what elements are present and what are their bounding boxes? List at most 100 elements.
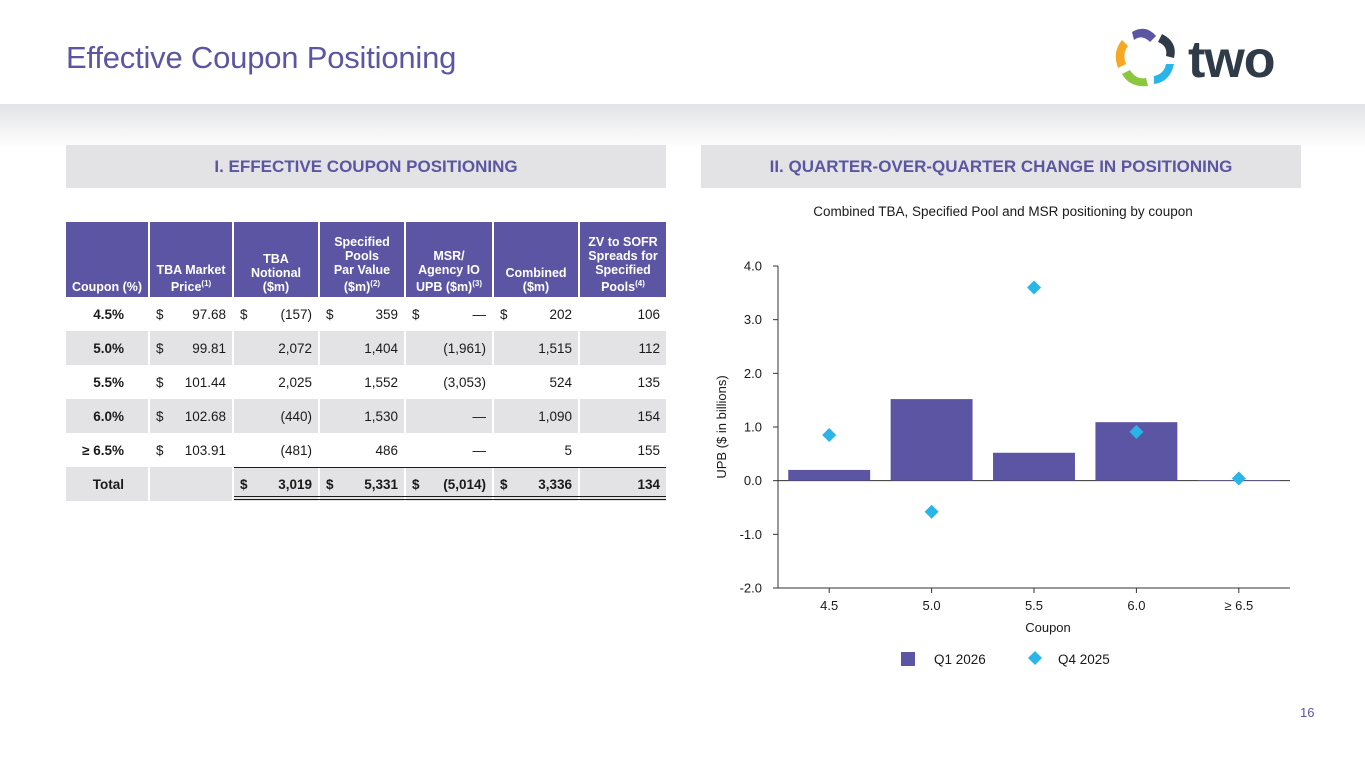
tba-cell: (481) <box>280 442 312 458</box>
combined-cell: 1,090 <box>538 408 572 424</box>
marker-q4-2025 <box>822 428 837 443</box>
y-tick-label: -2.0 <box>740 581 762 596</box>
combined-cell: 5 <box>564 442 572 458</box>
footnote-marker: (3) <box>472 278 483 288</box>
table-header: Coupon (%) TBA Market Price(1) TBA Notional(… <box>66 222 666 297</box>
tba-price-cell: 97.68 <box>192 306 226 322</box>
page-title: Effective Coupon Positioning <box>66 40 457 75</box>
bar-q1-2026 <box>890 399 973 481</box>
table-row: ≥ 6.5% $103.91 (481) 486 — 5 155 <box>66 433 666 467</box>
currency-symbol: $ <box>412 476 420 492</box>
company-logo: two <box>1112 26 1294 92</box>
spec-cell: 5,331 <box>364 476 398 492</box>
coupon-cell: 6.0% <box>93 408 124 424</box>
currency-symbol: $ <box>240 476 248 492</box>
column-header: Specified Pools Par Value ($m)(2) <box>320 222 404 297</box>
tba-price-cell: 102.68 <box>184 408 226 424</box>
zv-spread-cell: 135 <box>637 374 660 390</box>
tba-cell: (157) <box>280 306 312 322</box>
column-header: TBA Market Price(1) <box>150 222 232 297</box>
currency-symbol: $ <box>240 306 248 322</box>
tba-cell: 3,019 <box>278 476 312 492</box>
table-body: 4.5% $97.68 $ (157) $359 $ — $202 106 5.0% $99.81 2… <box>66 297 666 501</box>
total-rule <box>234 499 666 500</box>
column-header: Coupon (%) <box>66 222 148 297</box>
msr-cell: — <box>472 442 487 458</box>
tba-cell: 2,072 <box>278 340 312 356</box>
column-header: Combined ($m) <box>494 222 578 297</box>
section-heading-effective-coupon: I. EFFECTIVE COUPON POSITIONING <box>66 145 666 188</box>
zv-spread-cell: 134 <box>637 476 660 492</box>
y-axis-title: UPB ($ in billions) <box>714 375 729 478</box>
x-tick-label: 5.0 <box>923 598 941 613</box>
msr-cell: — <box>472 306 487 322</box>
table-row: 5.5% $101.44 2,025 1,552 (3,053) 524 135 <box>66 365 666 399</box>
logo-wordmark: two <box>1188 31 1276 89</box>
x-tick-label: 5.5 <box>1025 598 1043 613</box>
y-tick-label: 3.0 <box>744 312 762 327</box>
legend-swatch-q4-2025 <box>1028 651 1042 665</box>
section-heading-quarter-change: II. QUARTER-OVER-QUARTER CHANGE IN POSIT… <box>701 145 1301 188</box>
marker-q4-2025 <box>1231 471 1246 486</box>
total-rule <box>234 496 666 497</box>
combined-cell: 3,336 <box>538 476 572 492</box>
x-tick-label: 4.5 <box>820 598 838 613</box>
currency-symbol: $ <box>156 442 164 458</box>
tba-cell: 2,025 <box>278 374 312 390</box>
zv-spread-cell: 106 <box>637 306 660 322</box>
spec-cell: 1,552 <box>364 374 398 390</box>
zv-spread-cell: 154 <box>637 408 660 424</box>
coupon-cell: 5.5% <box>93 374 124 390</box>
currency-symbol: $ <box>156 374 164 390</box>
zv-spread-cell: 155 <box>637 442 660 458</box>
spec-cell: 1,530 <box>364 408 398 424</box>
y-tick-label: 2.0 <box>744 366 762 381</box>
table-total-row: Total $3,019 $5,331 $ (5,014) $3,336 134 <box>66 467 666 501</box>
coupon-cell: ≥ 6.5% <box>82 442 124 458</box>
coupon-positioning-table: Coupon (%) TBA Market Price(1) TBA Notional(… <box>66 222 666 501</box>
table-row: 4.5% $97.68 $ (157) $359 $ — $202 106 <box>66 297 666 331</box>
tba-price-cell: 101.44 <box>184 374 226 390</box>
coupon-positioning-chart: -2.0 -1.0 0.0 1.0 2.0 3.0 4.0 4.5 5.0 5.5 6.0 ≥ 6.5… <box>714 259 1290 667</box>
marker-q4-2025 <box>1129 424 1144 439</box>
footnote-marker: (2) <box>370 278 381 288</box>
currency-symbol: $ <box>500 476 508 492</box>
footnote-marker: (1) <box>201 278 212 288</box>
table-row: 5.0% $99.81 2,072 1,404 (1,961) 1,515 112 <box>66 331 666 365</box>
y-tick-label: 4.0 <box>744 259 762 274</box>
table-row: 6.0% $102.68 (440) 1,530 — 1,090 154 <box>66 399 666 433</box>
coupon-cell: 4.5% <box>93 306 124 322</box>
x-tick-label: 6.0 <box>1127 598 1145 613</box>
marker-q4-2025 <box>924 504 939 519</box>
total-rule <box>234 467 666 468</box>
coupon-cell: Total <box>92 476 124 492</box>
coupon-cell: 5.0% <box>93 340 124 356</box>
marker-q4-2025 <box>1027 280 1041 295</box>
bar-q1-2026 <box>993 452 1075 481</box>
currency-symbol: $ <box>156 340 164 356</box>
chart-title: Combined TBA, Specified Pool and MSR pos… <box>813 204 1193 219</box>
currency-symbol: $ <box>326 476 334 492</box>
y-tick-label: -1.0 <box>740 527 762 542</box>
currency-symbol: $ <box>326 306 334 322</box>
footnote-marker: (4) <box>635 278 645 288</box>
star-logo-icon <box>1115 28 1175 87</box>
spec-cell: 359 <box>375 306 398 322</box>
msr-cell: (1,961) <box>443 340 486 356</box>
zv-spread-cell: 112 <box>638 340 660 356</box>
currency-symbol: $ <box>156 408 164 424</box>
tba-price-cell: 103.91 <box>184 442 226 458</box>
y-tick-label: 0.0 <box>744 473 762 488</box>
y-tick-label: 1.0 <box>744 420 762 435</box>
spec-cell: 1,404 <box>364 340 398 356</box>
currency-symbol: $ <box>412 306 420 322</box>
currency-symbol: $ <box>500 306 508 322</box>
msr-cell: — <box>472 408 487 424</box>
column-header: ZV to SOFR Spreads for Specified Pools(4) <box>580 222 666 297</box>
column-header: MSR/Agency IO UPB ($m)(3) <box>406 222 492 297</box>
currency-symbol: $ <box>156 306 164 322</box>
legend-swatch-q1-2026 <box>901 652 915 666</box>
msr-cell: (3,053) <box>443 374 486 390</box>
x-tick-label: ≥ 6.5 <box>1224 598 1253 613</box>
spec-cell: 486 <box>375 442 398 458</box>
